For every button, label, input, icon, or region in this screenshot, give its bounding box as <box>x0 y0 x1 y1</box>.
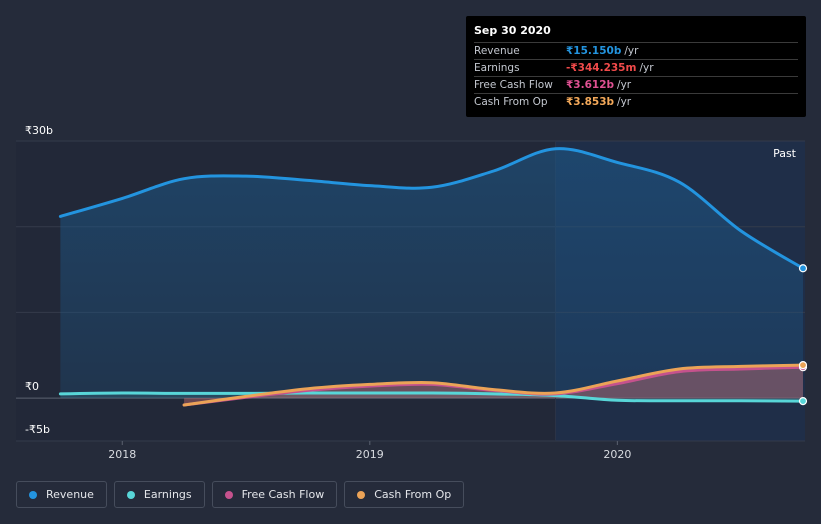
legend-label: Earnings <box>143 488 192 501</box>
tooltip-value: ₹15.150b <box>566 45 622 57</box>
earnings-line <box>58 391 805 403</box>
tooltip-label: Cash From Op <box>474 96 548 108</box>
earnings-dot-icon <box>126 490 135 499</box>
free-cash-flow-area <box>184 367 804 405</box>
tooltip-row-earnings: Earnings -₹344.235m /yr <box>474 59 798 76</box>
past-label: Past <box>773 147 797 160</box>
free-cash-flow-dot-icon <box>224 490 233 499</box>
tooltip-unit: /yr <box>639 62 654 74</box>
revenue-dot-icon <box>29 490 37 499</box>
tooltip: Sep 30 2020 Revenue ₹15.150b /yr Earning… <box>466 16 806 117</box>
tooltip-value: ₹3.612b <box>566 79 615 91</box>
tooltip-row-revenue: Revenue ₹15.150b /yr <box>474 42 798 59</box>
tooltip-value: -₹344.235m <box>566 62 637 74</box>
tooltip-unit: /yr <box>617 96 632 108</box>
revenue-endpoint <box>798 264 808 273</box>
legend-item-revenue[interactable]: Revenue <box>16 481 107 508</box>
series-endpoints <box>798 264 808 406</box>
x-axis-labels: 2018 2019 2020 <box>108 441 631 461</box>
legend: Revenue Earnings Free Cash Flow Cash Fro… <box>16 481 465 508</box>
tooltip-label: Earnings <box>474 62 520 74</box>
y-tick-label: -₹5b <box>25 423 50 436</box>
legend-label: Free Cash Flow <box>241 488 325 501</box>
legend-label: Revenue <box>46 488 94 501</box>
legend-item-cash-from-op[interactable]: Cash From Op <box>344 481 465 508</box>
cash-from-op-dot-icon <box>357 490 366 499</box>
revenue-line <box>58 147 805 270</box>
y-tick-label: ₹0 <box>25 380 39 393</box>
tooltip-label: Free Cash Flow <box>474 79 553 91</box>
y-tick-label: ₹30b <box>25 124 53 137</box>
cash-from-op-line <box>182 363 805 407</box>
x-tick-label: 2019 <box>356 448 384 461</box>
tooltip-value: ₹3.853b <box>566 96 615 108</box>
tooltip-unit: /yr <box>624 45 639 57</box>
legend-item-free-cash-flow[interactable]: Free Cash Flow <box>211 481 338 508</box>
tooltip-row-free-cash-flow: Free Cash Flow ₹3.612b /yr <box>474 76 798 93</box>
tooltip-row-cash-from-op: Cash From Op ₹3.853b /yr <box>474 93 798 110</box>
legend-item-earnings[interactable]: Earnings <box>113 481 205 508</box>
y-axis-labels: ₹30b ₹0 -₹5b <box>25 124 53 436</box>
revenue-area <box>60 148 803 399</box>
series-lines <box>58 147 805 407</box>
legend-label: Cash From Op <box>374 488 452 501</box>
tooltip-unit: /yr <box>617 79 632 91</box>
earnings-endpoint <box>798 396 808 406</box>
x-tick-label: 2020 <box>603 448 631 461</box>
tooltip-date: Sep 30 2020 <box>474 24 551 37</box>
cash-from-op-endpoint <box>798 361 808 370</box>
x-tick-label: 2018 <box>108 448 136 461</box>
tooltip-label: Revenue <box>474 45 520 57</box>
